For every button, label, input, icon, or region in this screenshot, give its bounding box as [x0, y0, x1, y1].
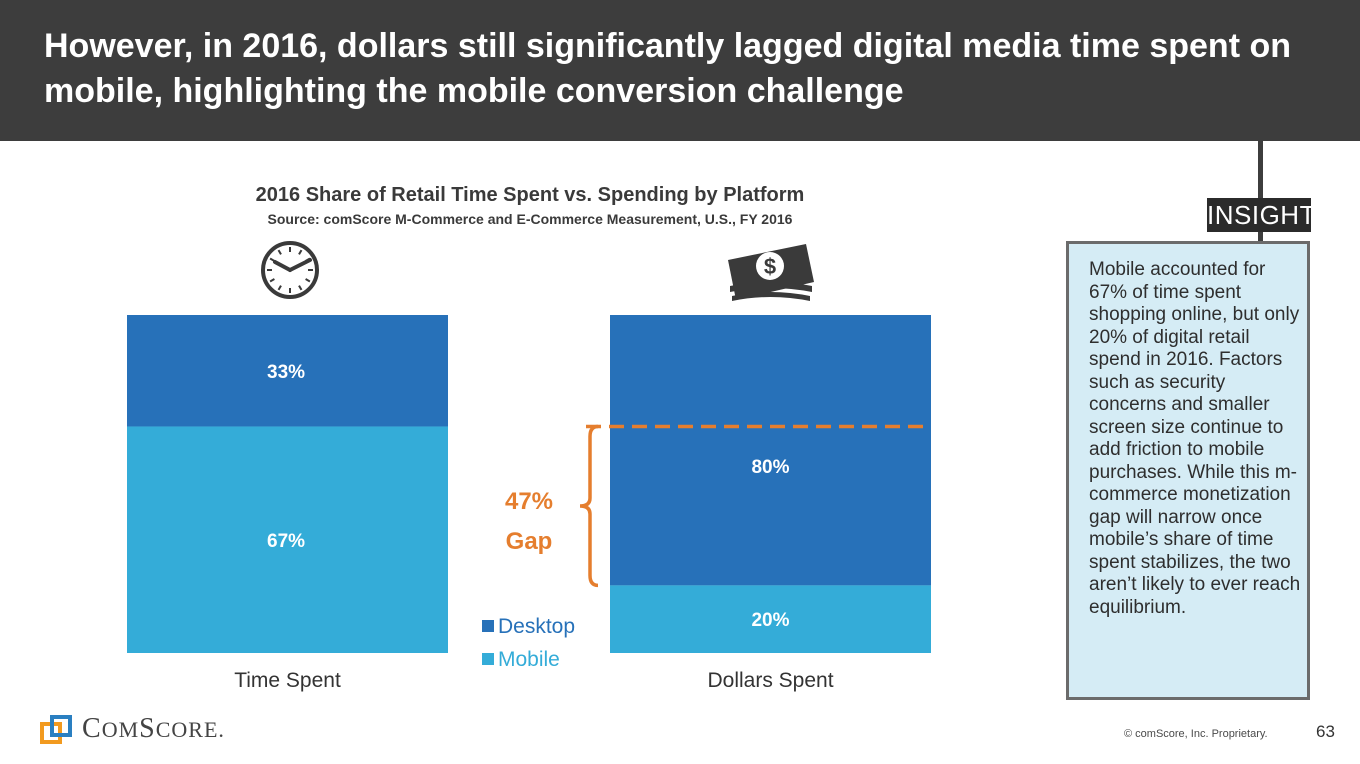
- gap-word-label: Gap: [506, 528, 553, 555]
- insight-text: Mobile accounted for 67% of time spent s…: [1089, 259, 1301, 618]
- data-label-time-mobile: 67%: [267, 531, 305, 552]
- chart-title: 2016 Share of Retail Time Spent vs. Spen…: [255, 184, 805, 206]
- header-banner: However, in 2016, dollars still signific…: [0, 0, 1360, 141]
- chart-source: Source: comScore M-Commerce and E-Commer…: [267, 211, 793, 227]
- bar-dollars-spent-mobile: [610, 585, 931, 653]
- legend-label-desktop: Desktop: [498, 615, 575, 638]
- legend-swatch-mobile: [482, 653, 494, 665]
- comscore-logo-text: COMSCORE.: [82, 713, 225, 744]
- gap-value-label: 47%: [505, 488, 553, 515]
- legend-swatch-desktop: [482, 620, 494, 632]
- comscore-logo: COMSCORE.: [40, 714, 240, 744]
- data-label-dollars-desktop: 80%: [751, 457, 789, 478]
- data-label-dollars-mobile: 20%: [751, 610, 789, 631]
- insight-tag: INSIGHT: [1207, 198, 1316, 232]
- page-number: 63: [1316, 722, 1335, 741]
- clock-icon: [261, 241, 319, 299]
- gap-bracket: [579, 424, 599, 588]
- category-label-time-spent: Time Spent: [234, 669, 341, 692]
- insight-connector-line: [1258, 141, 1263, 241]
- category-label-dollars-spent: Dollars Spent: [707, 669, 833, 692]
- bar-time-spent-desktop: [127, 315, 448, 427]
- page-title: However, in 2016, dollars still signific…: [44, 27, 1291, 110]
- insight-box: Mobile accounted for 67% of time spent s…: [1066, 241, 1310, 700]
- data-label-time-desktop: 33%: [267, 362, 305, 383]
- legend-label-mobile: Mobile: [498, 648, 560, 671]
- money-icon: $: [728, 244, 814, 301]
- copyright-text: © comScore, Inc. Proprietary.: [1124, 728, 1268, 740]
- comscore-logo-icon: [40, 715, 72, 744]
- svg-text:$: $: [764, 254, 776, 279]
- bar-time-spent-mobile: [127, 426, 448, 653]
- bar-dollars-spent-desktop: [610, 315, 931, 586]
